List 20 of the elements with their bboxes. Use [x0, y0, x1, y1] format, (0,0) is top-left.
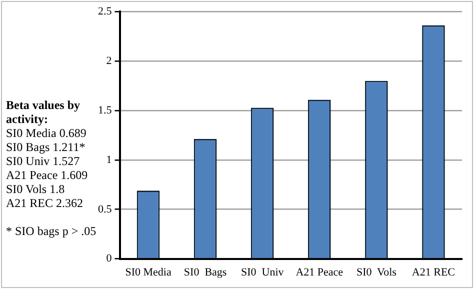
- y-tick-label: 2: [106, 54, 112, 67]
- text: * SIO bags p > .05: [6, 224, 98, 238]
- text: SI0 Bags 1.211*: [6, 140, 86, 154]
- x-tick-label: SI0 Media: [125, 266, 172, 278]
- y-tick-label: 1: [106, 154, 112, 166]
- x-tick-label: SI0 Vols: [356, 266, 396, 278]
- y-tick-label: 1.5: [98, 104, 112, 116]
- x-tick-label: SI0 Univ: [240, 266, 284, 278]
- y-tick-label: 2.5: [98, 5, 112, 18]
- text: Beta values by activity:: [6, 98, 80, 126]
- text: A21 Peace 1.609: [6, 168, 89, 182]
- text: SI0 Vols 1.8: [6, 182, 66, 196]
- x-tick-label: SI0 Bags: [184, 266, 227, 278]
- x-tick-label: A21 Peace: [296, 266, 344, 278]
- x-tick-label: A21 REC: [412, 266, 456, 278]
- text: SI0 Univ 1.527: [6, 154, 81, 168]
- y-tick-label: 0.5: [98, 203, 112, 216]
- text: SI0 Media 0.689: [6, 126, 88, 140]
- y-tick-label: 0: [106, 252, 112, 265]
- text: A21 REC 2.362: [6, 196, 84, 210]
